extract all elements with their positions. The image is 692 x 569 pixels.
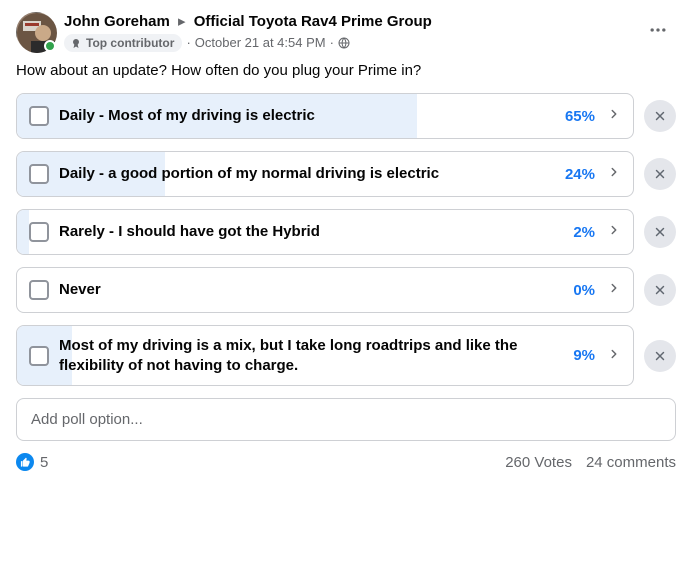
vote-count[interactable]: 260 Votes bbox=[505, 454, 572, 471]
poll-option-fill bbox=[17, 210, 29, 254]
comment-count[interactable]: 24 comments bbox=[586, 454, 676, 471]
poll-option-percent: 2% bbox=[573, 224, 595, 241]
poll-option[interactable]: Rarely - I should have got the Hybrid 2% bbox=[16, 209, 634, 255]
poll-option-row: Rarely - I should have got the Hybrid 2% bbox=[16, 209, 676, 255]
poll-checkbox[interactable] bbox=[29, 222, 49, 242]
author-name[interactable]: John Goreham bbox=[64, 13, 170, 30]
medal-icon bbox=[70, 37, 82, 49]
poll-option-label: Never bbox=[59, 280, 563, 300]
meta-line: Top contributor · October 21 at 4:54 PM … bbox=[64, 34, 640, 52]
poll-option[interactable]: Daily - Most of my driving is electric 65… bbox=[16, 93, 634, 139]
globe-icon[interactable] bbox=[338, 37, 350, 49]
poll-checkbox[interactable] bbox=[29, 106, 49, 126]
remove-option-button[interactable] bbox=[644, 274, 676, 306]
poll-option[interactable]: Most of my driving is a mix, but I take … bbox=[16, 325, 634, 386]
header-text: John Goreham ▸ Official Toyota Rav4 Prim… bbox=[64, 12, 640, 52]
close-icon bbox=[653, 283, 667, 297]
poll-option-percent: 24% bbox=[565, 166, 595, 183]
close-icon bbox=[653, 225, 667, 239]
close-icon bbox=[653, 109, 667, 123]
poll-option-percent: 9% bbox=[573, 347, 595, 364]
chevron-right-icon[interactable] bbox=[607, 281, 621, 299]
dot-separator: · bbox=[330, 35, 334, 50]
poll-option-percent: 0% bbox=[573, 282, 595, 299]
poll-checkbox[interactable] bbox=[29, 280, 49, 300]
poll-option-percent: 65% bbox=[565, 108, 595, 125]
poll: Daily - Most of my driving is electric 65… bbox=[16, 93, 676, 441]
poll-checkbox[interactable] bbox=[29, 346, 49, 366]
post-body: How about an update? How often do you pl… bbox=[16, 62, 676, 79]
presence-dot bbox=[44, 40, 56, 52]
close-icon bbox=[653, 167, 667, 181]
remove-option-button[interactable] bbox=[644, 158, 676, 190]
remove-option-button[interactable] bbox=[644, 216, 676, 248]
contributor-badge[interactable]: Top contributor bbox=[64, 34, 182, 52]
post-footer: 5 260 Votes 24 comments bbox=[16, 453, 676, 471]
reactions[interactable]: 5 bbox=[16, 453, 48, 471]
poll-option[interactable]: Never 0% bbox=[16, 267, 634, 313]
poll-option-label: Rarely - I should have got the Hybrid bbox=[59, 222, 563, 242]
poll-option-label: Most of my driving is a mix, but I take … bbox=[59, 336, 563, 375]
post-timestamp[interactable]: October 21 at 4:54 PM bbox=[195, 35, 326, 50]
post-header: John Goreham ▸ Official Toyota Rav4 Prim… bbox=[16, 12, 676, 52]
add-option-input[interactable]: Add poll option... bbox=[16, 398, 676, 441]
dot-separator: · bbox=[186, 35, 190, 50]
post-card: John Goreham ▸ Official Toyota Rav4 Prim… bbox=[0, 0, 692, 481]
badge-label: Top contributor bbox=[86, 36, 174, 50]
footer-stats: 260 Votes 24 comments bbox=[505, 454, 676, 471]
poll-option[interactable]: Daily - a good portion of my normal driv… bbox=[16, 151, 634, 197]
remove-option-button[interactable] bbox=[644, 100, 676, 132]
poll-option-label: Daily - a good portion of my normal driv… bbox=[59, 164, 555, 184]
group-name[interactable]: Official Toyota Rav4 Prime Group bbox=[194, 13, 432, 30]
name-line: John Goreham ▸ Official Toyota Rav4 Prim… bbox=[64, 12, 640, 32]
remove-option-button[interactable] bbox=[644, 340, 676, 372]
chevron-right-icon[interactable] bbox=[607, 107, 621, 125]
poll-option-row: Never 0% bbox=[16, 267, 676, 313]
poll-option-label: Daily - Most of my driving is electric bbox=[59, 106, 555, 126]
ellipsis-icon bbox=[648, 20, 668, 40]
close-icon bbox=[653, 349, 667, 363]
author-avatar[interactable] bbox=[16, 12, 56, 52]
breadcrumb-separator-icon: ▸ bbox=[178, 13, 186, 30]
chevron-right-icon[interactable] bbox=[607, 223, 621, 241]
poll-option-row: Most of my driving is a mix, but I take … bbox=[16, 325, 676, 386]
chevron-right-icon[interactable] bbox=[607, 165, 621, 183]
poll-option-row: Daily - a good portion of my normal driv… bbox=[16, 151, 676, 197]
chevron-right-icon[interactable] bbox=[607, 347, 621, 365]
poll-checkbox[interactable] bbox=[29, 164, 49, 184]
post-menu-button[interactable] bbox=[640, 12, 676, 48]
poll-option-row: Daily - Most of my driving is electric 65… bbox=[16, 93, 676, 139]
like-icon bbox=[16, 453, 34, 471]
like-count: 5 bbox=[40, 454, 48, 471]
